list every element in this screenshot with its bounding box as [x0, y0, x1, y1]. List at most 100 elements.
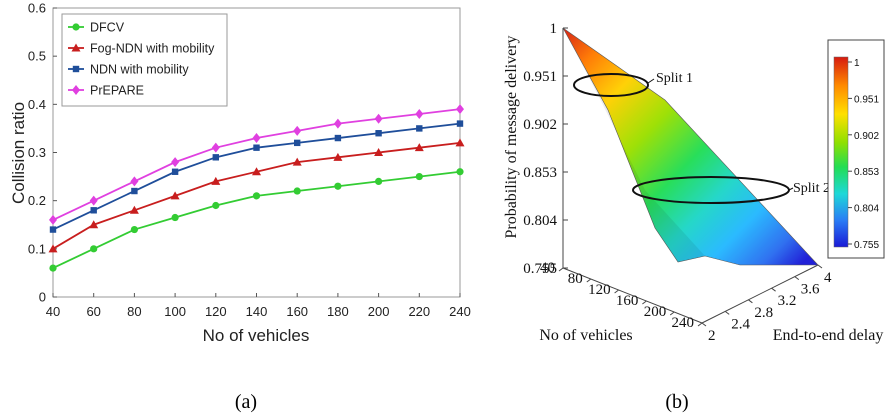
y-tick-label: 2 — [708, 328, 716, 344]
data-point — [49, 214, 57, 225]
colorbar-tick-label: 1 — [854, 58, 860, 69]
colorbar-tick-label: 0.804 — [854, 204, 879, 215]
series-2 — [49, 120, 464, 233]
legend-label: DFCV — [90, 21, 125, 35]
split-2-label: Split 2 — [793, 181, 830, 196]
y-tick-label: 0.6 — [28, 1, 46, 16]
panel-caption-b: (b) — [665, 391, 688, 413]
y-tick-label: 3.2 — [778, 293, 797, 309]
x-tick-label: 100 — [164, 304, 186, 319]
x-tick-mark — [697, 322, 703, 327]
x-tick-label: 40 — [540, 260, 555, 276]
x-tick-label: 80 — [127, 304, 141, 319]
x-tick-label: 160 — [286, 304, 308, 319]
data-point — [333, 152, 343, 161]
x-tick-label: 220 — [408, 304, 430, 319]
colorbar-tick-label: 0.853 — [854, 167, 879, 178]
data-point — [293, 125, 302, 136]
legend-marker — [72, 23, 80, 31]
data-point — [129, 205, 139, 214]
x-tick-label: 120 — [205, 304, 227, 319]
data-point — [170, 191, 180, 200]
z-axis-label: Probability of message delivery — [503, 35, 520, 238]
data-point — [252, 192, 261, 200]
series-3 — [49, 104, 464, 225]
split-2-leader — [788, 187, 794, 191]
data-point — [49, 226, 57, 233]
y-tick-label: 0.1 — [28, 241, 46, 256]
data-point — [334, 182, 342, 190]
z-tick-label: 0.951 — [523, 69, 557, 85]
legend: DFCV Fog-NDN with mobility NDN with mobili… — [61, 13, 228, 107]
data-point — [90, 245, 98, 253]
colorbar: 0.755 0.804 0.853 0.902 0.951 1 — [827, 39, 885, 259]
x-tick-label: 40 — [46, 304, 60, 319]
data-point — [252, 167, 261, 176]
data-point — [48, 244, 58, 253]
data-point — [415, 172, 423, 181]
data-point — [374, 148, 384, 156]
series-0 — [49, 168, 464, 272]
x-tick-label: 200 — [368, 304, 390, 319]
x-tick-label: 80 — [568, 271, 583, 287]
x-tick-label: 120 — [588, 282, 611, 298]
y-tick-label: 2.8 — [754, 305, 773, 321]
data-point — [456, 168, 464, 176]
data-point — [90, 207, 97, 214]
data-point — [131, 187, 138, 195]
y-tick-label: 2.4 — [731, 316, 750, 332]
data-point — [49, 264, 57, 272]
data-point — [375, 177, 383, 185]
x-tick-mark — [614, 289, 619, 294]
surface-chart-panel: 0.755 0.804 0.853 0.902 0.951 1 40 80 120 160 200… — [503, 21, 885, 413]
legend-marker — [72, 65, 80, 73]
x-tick-label: 60 — [86, 304, 100, 319]
data-point — [294, 139, 301, 147]
data-point — [293, 187, 301, 195]
split-1-ellipse — [573, 73, 649, 97]
x-tick-label: 240 — [449, 304, 471, 319]
series-1 — [48, 138, 465, 253]
z-tick-label: 0.902 — [523, 117, 557, 133]
data-point — [171, 157, 180, 168]
data-point — [211, 142, 220, 153]
x-axis-ticks: 40 60 80 100 120 140 160 180 200 220 240 — [46, 293, 471, 319]
x-tick-label: 240 — [672, 315, 695, 331]
x-tick-label: 160 — [616, 293, 639, 309]
y-tick-label: 0 — [39, 290, 46, 305]
data-point — [456, 120, 464, 127]
y-tick-label: 0.4 — [28, 97, 46, 112]
y-tick-label: 4 — [824, 270, 832, 286]
y-tick-mark — [794, 276, 800, 281]
data-point — [456, 104, 464, 115]
x-axis-label: No of vehicles — [203, 326, 310, 345]
legend-label: Fog-NDN with mobility — [90, 42, 215, 56]
series-lines — [48, 104, 465, 272]
colorbar-tick-label: 0.951 — [854, 94, 879, 105]
data-point — [253, 144, 260, 151]
z-axis-ticks: 0.755 0.804 0.853 0.902 0.951 1 — [523, 21, 568, 277]
data-point — [212, 154, 219, 161]
x-axis-ticks: 40 80 120 160 200 240 — [540, 260, 703, 331]
y-tick-mark — [724, 310, 730, 315]
colorbar-tick-label: 0.755 — [854, 240, 879, 251]
y-axis-ticks: 2 2.42.8 3.23.64 — [701, 264, 832, 344]
data-point — [130, 176, 139, 187]
y-axis-line — [701, 264, 819, 324]
legend-marker — [72, 85, 80, 95]
legend-marker — [71, 43, 81, 52]
x-tick-label: 140 — [246, 304, 268, 319]
y-tick-label: 0.5 — [28, 49, 46, 64]
y-axis-label: Collision ratio — [9, 102, 28, 204]
y-tick-label: 3.6 — [801, 282, 820, 298]
y-axis-ticks: 0 0.1 0.2 0.3 0.4 0.5 0.6 — [28, 1, 57, 305]
x-axis-line — [562, 267, 703, 324]
x-axis-label: No of vehicles — [539, 327, 632, 344]
y-tick-mark — [701, 322, 707, 327]
data-point — [333, 118, 342, 129]
data-point — [89, 195, 98, 206]
z-tick-label: 0.755 — [523, 261, 557, 277]
colorbar-tick-label: 0.902 — [854, 131, 879, 142]
x-tick-mark — [586, 278, 592, 283]
